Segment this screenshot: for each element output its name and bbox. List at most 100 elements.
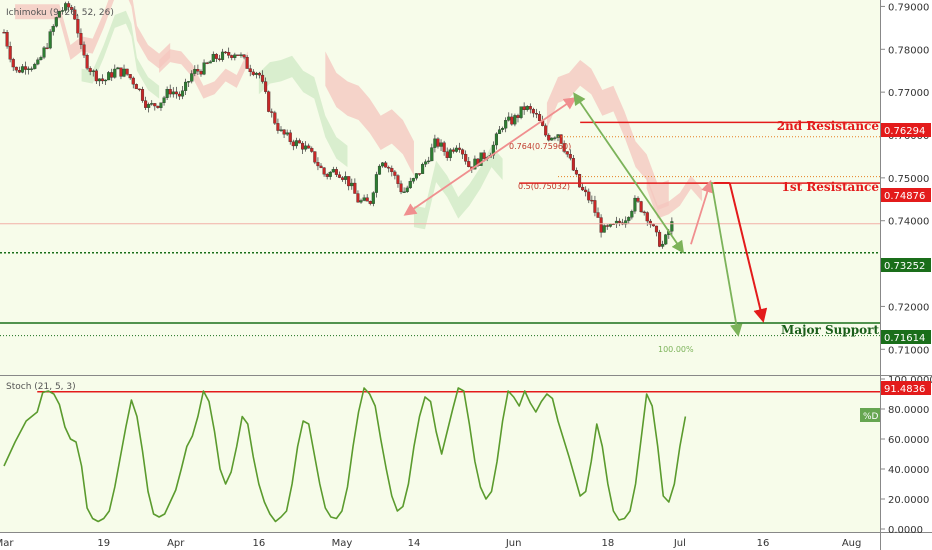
candle-body (36, 59, 40, 65)
candle-body (242, 54, 246, 58)
measure-arrow-rise[interactable] (403, 97, 577, 216)
candle-body (387, 167, 391, 169)
candle-body (94, 70, 98, 82)
candle-body (390, 168, 394, 173)
candle-body (91, 70, 95, 72)
candle-body (525, 106, 529, 110)
candle-body (411, 178, 415, 182)
candle-body (445, 151, 449, 158)
candle-body (362, 197, 366, 201)
second-resistance-price: 0.76294 (884, 126, 925, 137)
candle-body (581, 186, 585, 191)
candle-body (282, 129, 286, 135)
projection-down-arrow[interactable] (710, 181, 743, 337)
candle-body (33, 63, 37, 69)
candle-body (347, 176, 351, 187)
candle-body (214, 53, 218, 59)
candle-body (162, 97, 166, 103)
candle-body (150, 103, 154, 105)
candle-body (381, 162, 385, 167)
candle-body (584, 189, 588, 193)
candle-body (310, 148, 314, 152)
candle-body (464, 153, 468, 162)
candle-body (73, 9, 77, 20)
candle-body (279, 129, 283, 131)
candle-body (550, 137, 554, 141)
candle-body (273, 112, 277, 124)
candle-body (140, 88, 145, 101)
candle-body (147, 104, 151, 108)
candle-body (393, 171, 397, 176)
time-axis-label: 16 (757, 538, 770, 549)
candle-body (174, 91, 178, 95)
candle-body (267, 91, 271, 112)
candle-body (590, 199, 594, 202)
candle-body (70, 7, 74, 10)
fib-0764-label: 0.764(0.75960) (509, 142, 571, 151)
candle-body (510, 116, 514, 125)
candle-body (82, 44, 86, 56)
candle-body (328, 171, 332, 177)
second-resistance-price-tag (881, 123, 931, 137)
candle-body (501, 128, 505, 130)
candle-body (630, 211, 634, 218)
candle-body (104, 79, 108, 82)
candle-body (107, 72, 111, 81)
candle-body (642, 211, 646, 214)
candle-body (11, 59, 15, 68)
candle-body (48, 31, 52, 49)
projection-up-arrow[interactable] (690, 179, 714, 245)
stochastic-panel (3, 387, 880, 523)
stoch-d-line[interactable] (3, 387, 687, 523)
candle-body (544, 125, 548, 136)
ichimoku-cloud-segment (258, 55, 348, 168)
candle-body (507, 116, 511, 121)
price-tick-label: 0.74000 (888, 217, 929, 228)
candle-body (414, 173, 418, 179)
time-axis-label: Mar (0, 538, 14, 549)
candle-body (467, 161, 471, 167)
candle-body (654, 225, 659, 233)
candle-body (128, 74, 132, 79)
candle-body (316, 162, 320, 167)
candle-body (276, 123, 280, 131)
candle-body (254, 72, 258, 75)
candle-body (568, 154, 572, 159)
candle-body (205, 62, 209, 64)
candle-body (534, 113, 539, 115)
candle-body (230, 55, 234, 58)
candle-body (651, 224, 655, 227)
candle-body (294, 140, 298, 147)
major-support-price: 0.71614 (884, 333, 925, 344)
candle-body (125, 68, 129, 75)
stoch-pane-bg (0, 376, 880, 532)
candle-body (67, 3, 71, 8)
time-axis-label: May (332, 538, 353, 549)
candle-body (236, 54, 240, 56)
ichimoku-indicator-label[interactable]: Ichimoku (9, 26, 52, 26) (6, 8, 114, 18)
candle-body (531, 109, 535, 114)
candle-body (516, 115, 520, 118)
stoch-indicator-label[interactable]: Stoch (21, 5, 3) (6, 382, 76, 392)
candle-body (571, 158, 575, 171)
time-axis-label: 19 (97, 538, 110, 549)
candle-body (97, 78, 101, 82)
measure-arrow-fall[interactable] (573, 92, 685, 254)
candle-body (264, 81, 268, 92)
forecast-arrow[interactable] (728, 182, 768, 323)
ichimoku-cloud-segment (81, 10, 160, 99)
candle-body (64, 3, 68, 11)
candle-body (134, 84, 138, 90)
candle-body (368, 200, 372, 204)
candle-body (325, 174, 329, 177)
stoch-level-value: 91.4836 (884, 384, 925, 395)
candle-body (239, 54, 243, 56)
candle-body (374, 174, 378, 193)
candle-body (427, 160, 431, 163)
candle-body (27, 68, 31, 70)
stoch-d-badge-text: %D (863, 412, 879, 422)
stoch-tick-label: 80.0000 (888, 405, 929, 416)
price-tick-label: 0.71000 (888, 345, 929, 356)
candle-body (365, 197, 369, 202)
